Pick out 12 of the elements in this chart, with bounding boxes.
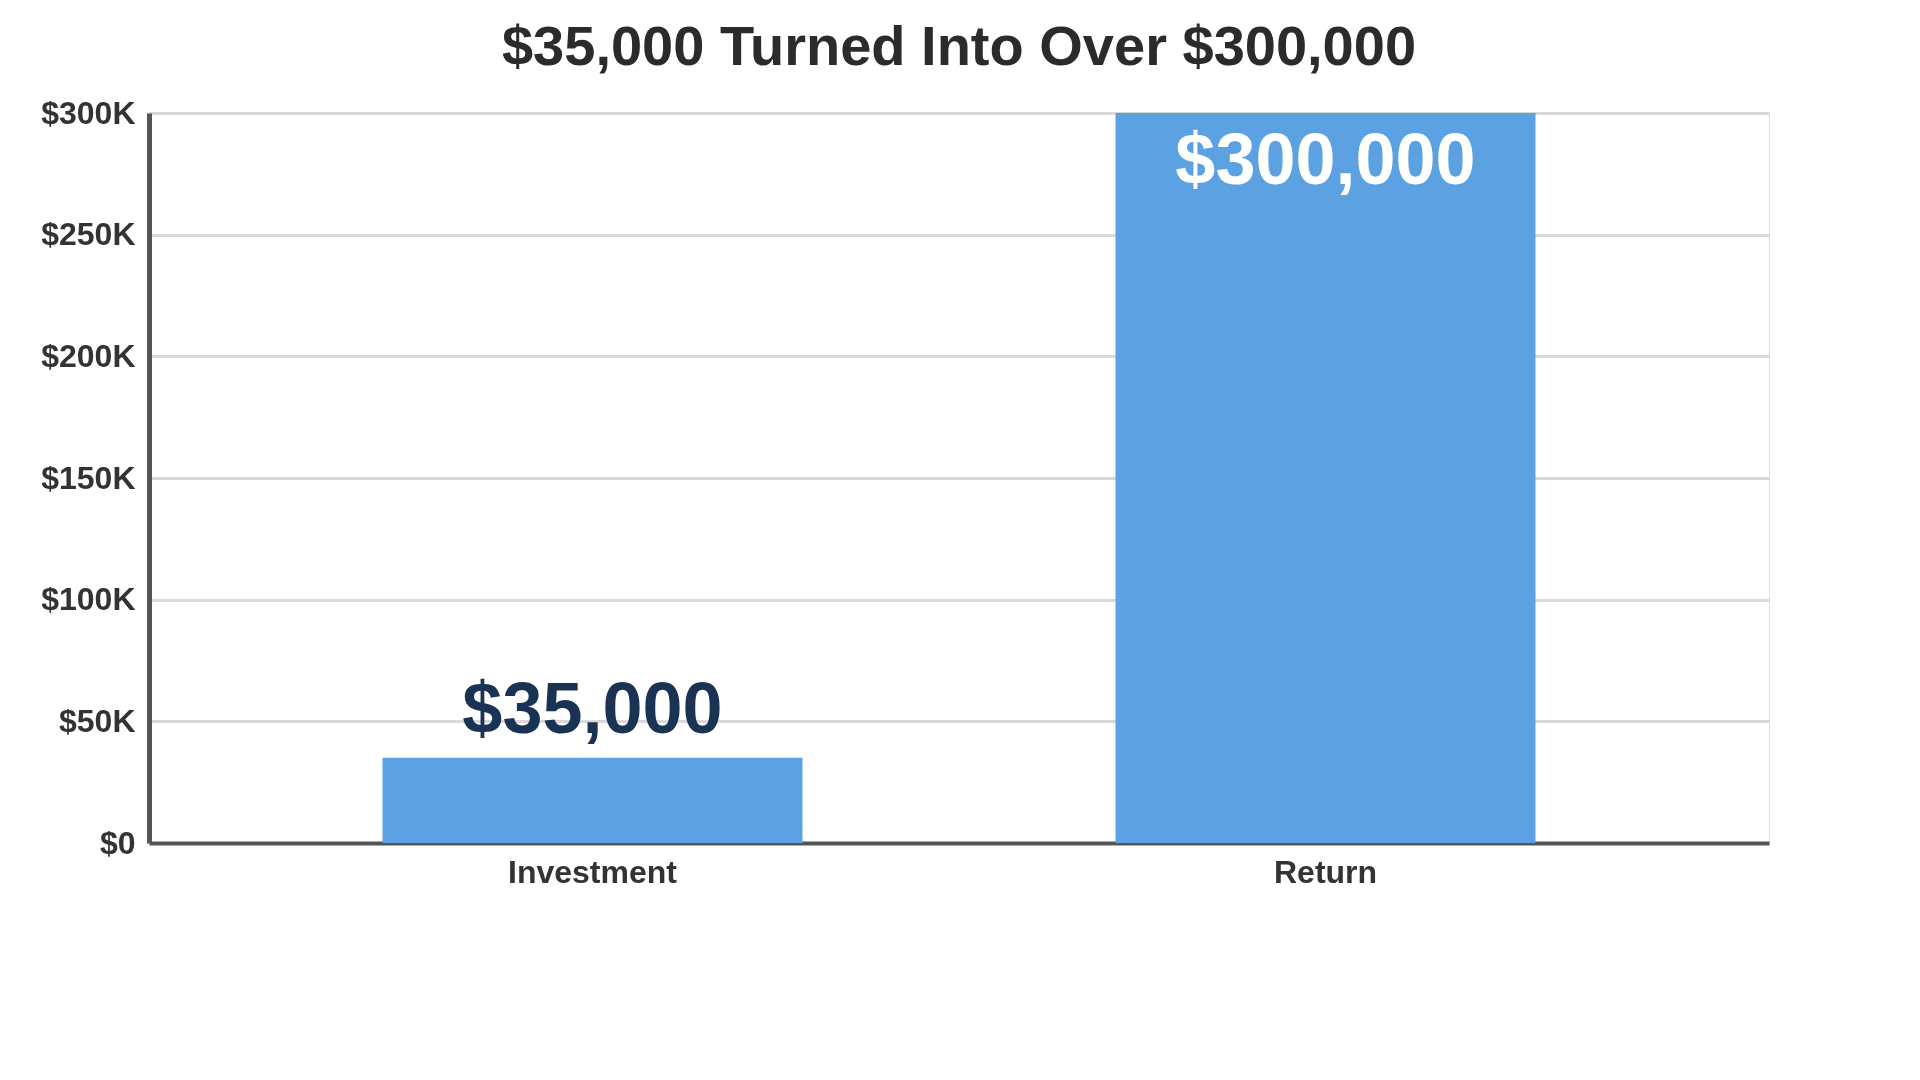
chart-title: $35,000 Turned Into Over $300,000 bbox=[501, 14, 1417, 77]
y-tick-label: $200K bbox=[41, 337, 136, 374]
y-tick-label: $50K bbox=[59, 702, 136, 739]
data-label: $300,000 bbox=[1175, 119, 1476, 199]
y-tick-label: $0 bbox=[99, 824, 136, 861]
x-tick-label: Return bbox=[1273, 853, 1378, 890]
y-tick-label: $150K bbox=[41, 459, 136, 496]
y-tick-label: $300K bbox=[41, 94, 136, 131]
x-tick-label: Investment bbox=[508, 853, 678, 890]
y-tick-label: $250K bbox=[41, 216, 136, 253]
data-label: $35,000 bbox=[462, 667, 723, 748]
y-tick-label: $100K bbox=[41, 581, 136, 618]
